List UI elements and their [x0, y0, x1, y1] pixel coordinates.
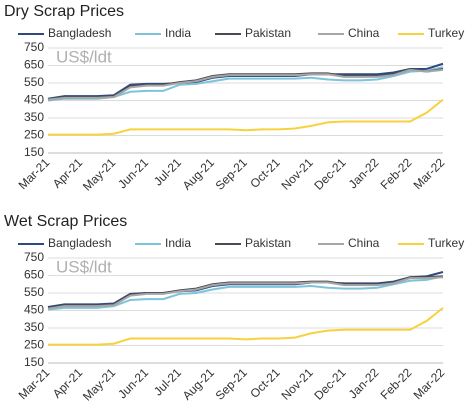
y-tick-label: 550 [24, 75, 44, 89]
x-tick-label: May-21 [80, 365, 118, 403]
x-tick-label: May-21 [80, 155, 118, 193]
y-tick-label: 350 [24, 320, 44, 334]
y-tick-label: 750 [24, 250, 44, 264]
y-tick-label: 750 [24, 40, 44, 54]
data-line [48, 98, 444, 136]
data-line [47, 271, 444, 308]
legend-label: Turkey [428, 26, 464, 40]
x-tick-label: Apr-21 [50, 365, 86, 401]
y-tick-label: 150 [24, 145, 44, 159]
data-line [47, 68, 444, 101]
x-tick-label: Jun-21 [115, 155, 151, 191]
x-tick-label: Feb-22 [378, 365, 415, 402]
legend-label: Bangladesh [48, 26, 111, 40]
legend-label: India [165, 236, 191, 250]
y-tick-label: 150 [24, 355, 44, 369]
legend-label: Pakistan [245, 236, 291, 250]
x-tick-label: Aug-21 [180, 365, 217, 402]
legend-label: Pakistan [245, 26, 291, 40]
annotation: US$/ldt [56, 47, 112, 66]
x-tick-label: Aug-21 [180, 155, 217, 192]
x-tick-label: Nov-21 [278, 155, 315, 192]
data-line [48, 307, 444, 346]
y-tick-label: 450 [24, 93, 44, 107]
chart: Wet Scrap Prices Bangladesh India Pakistan C… [4, 213, 464, 403]
y-tick-label: 250 [24, 128, 44, 142]
legend-label: Turkey [428, 236, 464, 250]
x-tick-label: Dec-21 [311, 155, 348, 192]
legend-label: China [348, 236, 380, 250]
legend-label: Bangladesh [48, 236, 111, 250]
chart-title: Wet Scrap Prices [4, 213, 127, 230]
x-tick-label: Mar-22 [411, 365, 448, 402]
y-tick-label: 450 [24, 303, 44, 317]
annotation: US$/ldt [56, 257, 112, 276]
x-tick-label: Apr-21 [50, 155, 86, 191]
data-line [47, 62, 444, 100]
y-tick-label: 650 [24, 268, 44, 282]
chart-title: Dry Scrap Prices [4, 3, 124, 20]
x-tick-label: Mar-21 [16, 155, 53, 192]
y-tick-label: 650 [24, 58, 44, 72]
legend-label: India [165, 26, 191, 40]
y-tick-label: 350 [24, 110, 44, 124]
x-tick-label: Oct-21 [247, 155, 283, 191]
chart: Dry Scrap Prices Bangladesh India Pakistan C… [4, 3, 464, 193]
x-tick-label: Jan-22 [346, 155, 382, 191]
x-tick-label: Jun-21 [115, 365, 151, 401]
x-tick-label: Mar-21 [16, 365, 53, 402]
x-tick-label: Nov-21 [278, 365, 315, 402]
legend-label: China [348, 26, 380, 40]
x-tick-label: Feb-22 [378, 155, 415, 192]
x-tick-label: Sep-21 [213, 155, 250, 192]
x-tick-label: Jan-22 [346, 365, 382, 401]
x-tick-label: Dec-21 [311, 365, 348, 402]
x-tick-label: Oct-21 [247, 365, 283, 401]
y-tick-label: 250 [24, 338, 44, 352]
x-tick-label: Sep-21 [213, 365, 250, 402]
y-tick-label: 550 [24, 285, 44, 299]
data-line [47, 276, 444, 310]
x-tick-label: Mar-22 [411, 155, 448, 192]
